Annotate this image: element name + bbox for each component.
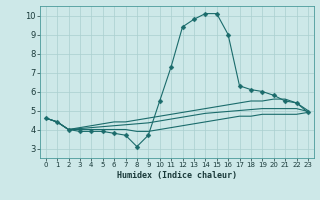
X-axis label: Humidex (Indice chaleur): Humidex (Indice chaleur)	[117, 171, 237, 180]
